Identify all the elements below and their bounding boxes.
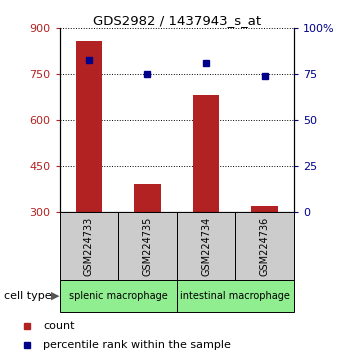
Text: intestinal macrophage: intestinal macrophage: [181, 291, 290, 301]
Bar: [177, 212, 235, 280]
Text: splenic macrophage: splenic macrophage: [69, 291, 168, 301]
Bar: [60, 212, 118, 280]
Bar: [177, 280, 294, 312]
Bar: [193, 95, 219, 212]
Bar: [134, 184, 161, 212]
Bar: [60, 280, 177, 312]
Text: percentile rank within the sample: percentile rank within the sample: [43, 341, 231, 350]
Bar: [252, 206, 278, 212]
Title: GDS2982 / 1437943_s_at: GDS2982 / 1437943_s_at: [93, 14, 261, 27]
Text: count: count: [43, 321, 75, 331]
Text: GSM224734: GSM224734: [201, 216, 211, 276]
Bar: [118, 212, 177, 280]
Text: GSM224736: GSM224736: [260, 216, 270, 276]
Text: cell type: cell type: [4, 291, 51, 301]
Text: GSM224735: GSM224735: [142, 216, 153, 276]
Text: GSM224733: GSM224733: [84, 216, 94, 276]
Bar: [235, 212, 294, 280]
Bar: [76, 41, 102, 212]
Text: ▶: ▶: [51, 291, 59, 301]
